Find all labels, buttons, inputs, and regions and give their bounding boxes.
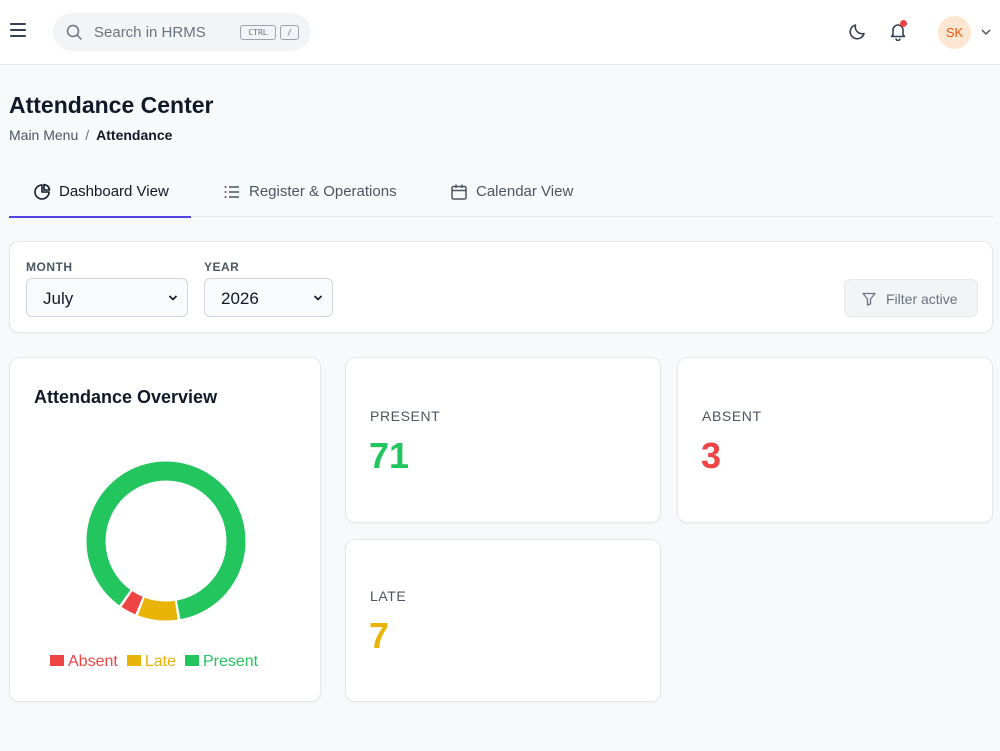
pie-chart-icon bbox=[34, 183, 51, 200]
year-select[interactable]: 2026 bbox=[204, 278, 333, 317]
year-value: 2026 bbox=[221, 289, 259, 308]
chevron-down-icon bbox=[313, 295, 323, 301]
avatar[interactable]: SK bbox=[938, 16, 971, 49]
late-label: LATE bbox=[370, 588, 407, 604]
month-value: July bbox=[43, 289, 74, 308]
notification-badge bbox=[900, 20, 907, 27]
overview-title: Attendance Overview bbox=[34, 387, 218, 407]
top-bar: Search in HRMS CTRL / SK bbox=[0, 0, 1000, 65]
month-select[interactable]: July bbox=[26, 278, 188, 317]
calendar-icon bbox=[451, 184, 467, 200]
absent-value: 3 bbox=[701, 435, 722, 476]
legend-swatch bbox=[126, 655, 141, 666]
absent-stat-card: ABSENT 3 bbox=[677, 357, 993, 523]
filter-button-label: Filter active bbox=[886, 291, 958, 307]
present-value: 71 bbox=[369, 435, 410, 476]
menu-icon[interactable] bbox=[10, 23, 26, 41]
month-label: MONTH bbox=[26, 260, 73, 274]
present-label: PRESENT bbox=[370, 408, 441, 424]
present-stat-card: PRESENT 71 bbox=[345, 357, 661, 523]
attendance-overview-card: Attendance Overview Absent Late Present bbox=[9, 357, 321, 702]
legend-label: Late bbox=[144, 653, 176, 670]
list-icon bbox=[224, 186, 239, 198]
filter-card: MONTH July YEAR 2026 Filter active bbox=[9, 241, 993, 333]
view-tabs: Dashboard View Register & Operations Cal… bbox=[9, 170, 993, 218]
tab-label: Calendar View bbox=[476, 183, 574, 200]
filter-active-button[interactable]: Filter active bbox=[844, 279, 978, 317]
tab-label: Register & Operations bbox=[249, 183, 397, 200]
search-input[interactable]: Search in HRMS bbox=[94, 24, 206, 41]
late-value: 7 bbox=[369, 615, 390, 656]
legend-item-late[interactable]: Late bbox=[126, 653, 176, 671]
chart-legend: Absent Late Present bbox=[50, 653, 267, 671]
legend-item-absent[interactable]: Absent bbox=[50, 653, 118, 671]
shortcut-slash-key: / bbox=[280, 25, 299, 40]
legend-label: Present bbox=[202, 653, 259, 670]
shortcut-ctrl-key: CTRL bbox=[240, 25, 276, 40]
chevron-down-icon[interactable] bbox=[980, 27, 992, 37]
breadcrumb-main-menu[interactable]: Main Menu bbox=[9, 127, 79, 143]
tab-register-operations[interactable]: Register & Operations bbox=[223, 170, 413, 216]
filter-icon bbox=[862, 292, 876, 306]
moon-icon[interactable] bbox=[848, 21, 868, 41]
year-label: YEAR bbox=[204, 260, 240, 274]
breadcrumb-separator: / bbox=[85, 127, 90, 143]
tab-calendar-view[interactable]: Calendar View bbox=[450, 170, 590, 216]
attendance-donut-chart bbox=[86, 461, 246, 621]
absent-label: ABSENT bbox=[702, 408, 762, 424]
tab-dashboard-view[interactable]: Dashboard View bbox=[9, 170, 191, 218]
page-title: Attendance Center bbox=[9, 92, 214, 118]
legend-swatch bbox=[184, 655, 199, 666]
donut-slice-absent[interactable] bbox=[121, 591, 143, 615]
late-stat-card: LATE 7 bbox=[345, 539, 661, 702]
search-box[interactable]: Search in HRMS CTRL / bbox=[53, 13, 311, 51]
donut-slice-late[interactable] bbox=[137, 597, 178, 621]
breadcrumb: Main Menu / Attendance bbox=[9, 127, 172, 143]
search-icon bbox=[66, 24, 82, 40]
legend-swatch bbox=[50, 655, 64, 666]
legend-label: Absent bbox=[68, 653, 118, 670]
donut-slice-present[interactable] bbox=[86, 461, 246, 620]
legend-item-present[interactable]: Present bbox=[184, 653, 259, 671]
chevron-down-icon bbox=[168, 295, 178, 301]
tab-label: Dashboard View bbox=[59, 183, 169, 200]
breadcrumb-current: Attendance bbox=[96, 127, 173, 143]
